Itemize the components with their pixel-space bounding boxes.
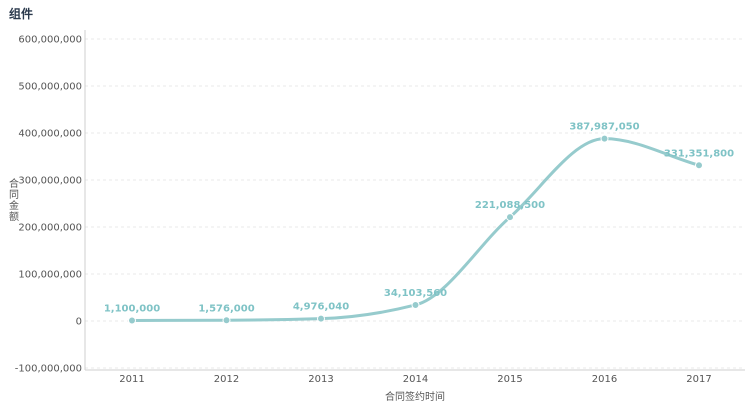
x-axis-title: 合同签约时间 bbox=[385, 390, 445, 403]
data-points bbox=[128, 134, 703, 325]
x-tick-label: 2017 bbox=[686, 374, 711, 385]
data-label: 221,088,500 bbox=[475, 200, 545, 211]
y-axis-title: 合同金额 bbox=[9, 177, 19, 223]
data-label: 1,576,000 bbox=[198, 303, 254, 314]
y-tick-label: 300,000,000 bbox=[18, 176, 82, 187]
x-axis: 2011 2012 2013 2014 2015 2016 2017 bbox=[119, 374, 711, 385]
y-axis: -100,000,000 0 100,000,000 200,000,000 300,0… bbox=[15, 35, 82, 375]
data-point[interactable] bbox=[411, 300, 420, 309]
x-tick-label: 2015 bbox=[497, 374, 522, 385]
data-label: 331,351,800 bbox=[664, 148, 734, 159]
x-tick-label: 2011 bbox=[119, 374, 144, 385]
y-tick-label: 600,000,000 bbox=[18, 35, 82, 46]
y-tick-label: 500,000,000 bbox=[18, 82, 82, 93]
grid bbox=[85, 38, 745, 369]
data-point[interactable] bbox=[506, 213, 514, 222]
data-labels: 1,100,000 1,576,000 4,976,040 34,103,560 221… bbox=[104, 122, 734, 315]
y-tick-label: 100,000,000 bbox=[18, 270, 82, 281]
x-tick-label: 2012 bbox=[214, 374, 239, 385]
y-tick-label: 200,000,000 bbox=[18, 223, 82, 234]
data-label: 387,987,050 bbox=[569, 122, 639, 133]
x-tick-label: 2013 bbox=[308, 374, 333, 385]
data-point[interactable] bbox=[128, 316, 136, 325]
data-point[interactable] bbox=[222, 316, 231, 325]
x-tick-label: 2014 bbox=[403, 374, 428, 385]
data-label: 1,100,000 bbox=[104, 303, 160, 314]
data-point[interactable] bbox=[600, 134, 609, 143]
y-tick-label: 400,000,000 bbox=[18, 129, 82, 140]
y-axis-title-text: 合同金额 bbox=[9, 177, 19, 223]
x-tick-label: 2016 bbox=[592, 374, 617, 385]
data-point[interactable] bbox=[317, 314, 325, 323]
page-title: 组件 bbox=[9, 7, 34, 21]
y-tick-label: 0 bbox=[76, 317, 82, 328]
y-tick-label: -100,000,000 bbox=[15, 364, 82, 375]
data-point[interactable] bbox=[695, 161, 703, 170]
data-label: 4,976,040 bbox=[293, 302, 349, 313]
data-label: 34,103,560 bbox=[384, 288, 447, 299]
